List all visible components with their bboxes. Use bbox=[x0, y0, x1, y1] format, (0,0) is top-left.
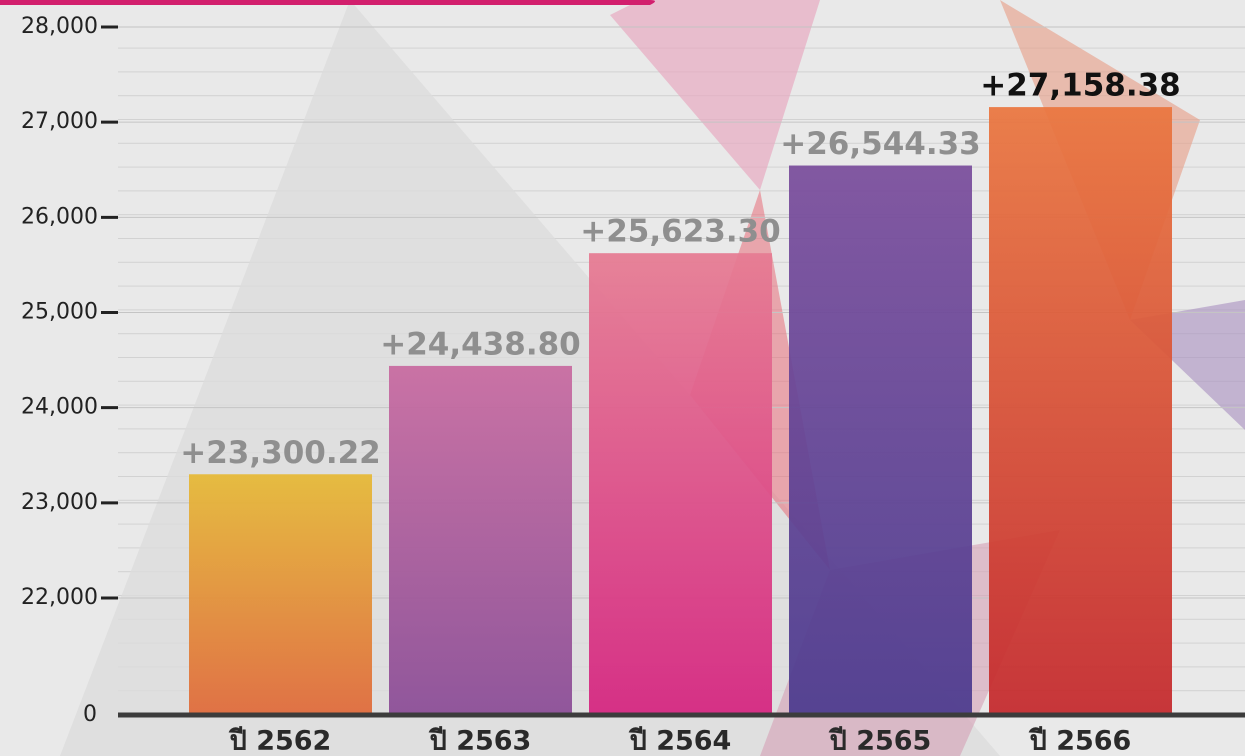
x-tick-label: ปี 2562 bbox=[228, 726, 331, 756]
bar bbox=[589, 253, 772, 715]
x-tick-label: ปี 2565 bbox=[828, 726, 931, 756]
bar bbox=[389, 366, 572, 715]
bar bbox=[189, 474, 372, 715]
y-tick-label: 24,000 bbox=[21, 395, 98, 420]
y-tick-label: 23,000 bbox=[21, 490, 98, 515]
value-label: +24,438.80 bbox=[380, 326, 581, 362]
y-tick-label: 26,000 bbox=[21, 204, 98, 229]
value-label: +27,158.38 bbox=[980, 68, 1181, 104]
y-tick-label: 28,000 bbox=[21, 14, 98, 39]
bar bbox=[789, 166, 972, 715]
x-tick-label: ปี 2563 bbox=[428, 726, 531, 756]
value-label: +23,300.22 bbox=[180, 435, 381, 471]
y-tick-label: 22,000 bbox=[21, 585, 98, 610]
y-tick-label: 25,000 bbox=[21, 300, 98, 325]
x-tick-label: ปี 2566 bbox=[1028, 726, 1131, 756]
y-tick-label: 0 bbox=[83, 702, 97, 727]
value-label: +25,623.30 bbox=[580, 214, 781, 250]
bar bbox=[989, 107, 1172, 715]
y-tick-label: 27,000 bbox=[21, 109, 98, 134]
x-tick-label: ปี 2564 bbox=[628, 726, 731, 756]
value-label: +26,544.33 bbox=[780, 126, 981, 162]
